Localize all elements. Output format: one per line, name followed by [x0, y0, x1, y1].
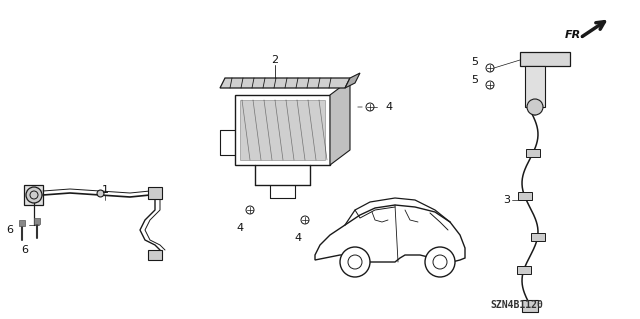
Polygon shape [517, 266, 531, 274]
Circle shape [486, 81, 494, 89]
Text: 3: 3 [503, 195, 510, 205]
Circle shape [340, 247, 370, 277]
Polygon shape [345, 73, 360, 88]
Text: FR.: FR. [565, 30, 586, 40]
Polygon shape [220, 78, 350, 88]
Text: 4: 4 [294, 233, 301, 243]
Polygon shape [531, 233, 545, 241]
Circle shape [366, 103, 374, 111]
Polygon shape [24, 185, 43, 205]
Text: 2: 2 [271, 55, 278, 65]
Polygon shape [148, 250, 162, 260]
Polygon shape [526, 149, 540, 157]
Circle shape [301, 216, 309, 224]
Circle shape [425, 247, 455, 277]
Text: SZN4B1120: SZN4B1120 [490, 300, 543, 310]
Polygon shape [518, 192, 532, 200]
Polygon shape [330, 80, 350, 165]
Text: 4: 4 [236, 223, 244, 233]
Circle shape [26, 187, 42, 203]
Polygon shape [148, 187, 162, 199]
Text: 5: 5 [472, 75, 479, 85]
Polygon shape [240, 100, 325, 160]
Circle shape [527, 99, 543, 115]
Text: 5: 5 [472, 57, 479, 67]
Text: 6: 6 [6, 225, 13, 235]
Polygon shape [525, 66, 545, 107]
Circle shape [486, 64, 494, 72]
Text: 4: 4 [385, 102, 392, 112]
Polygon shape [520, 52, 570, 66]
Text: 6: 6 [22, 245, 29, 255]
Polygon shape [522, 300, 538, 312]
Text: 1: 1 [102, 185, 109, 195]
Circle shape [246, 206, 254, 214]
